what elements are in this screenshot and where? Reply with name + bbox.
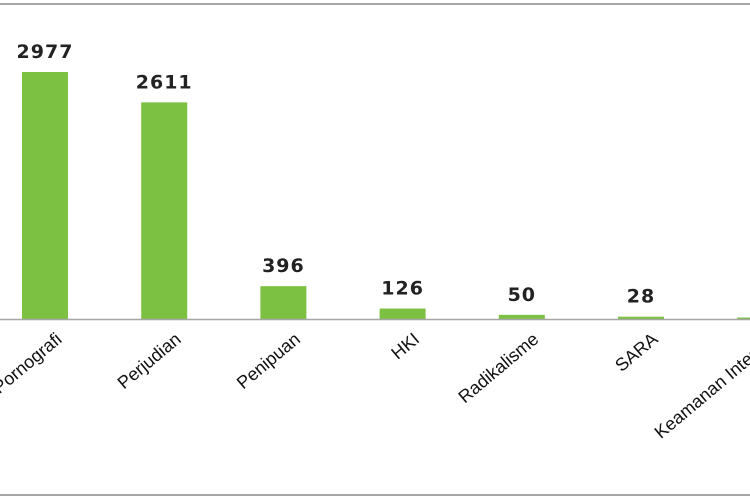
bar-radikalisme (498, 314, 545, 319)
data-label: 126 (381, 278, 424, 300)
bar-pornografi (22, 72, 68, 319)
bars-group (22, 72, 750, 319)
category-label: SARA (611, 329, 661, 376)
category-label: HKI (387, 329, 423, 364)
data-label: 28 (627, 286, 655, 308)
bar-penipuan (260, 286, 307, 319)
labels-group: 2977 Pornografi 2611 Perjudian 396 Penipuan 12… (0, 41, 750, 442)
data-label: 2611 (136, 71, 193, 93)
bar-keamanan-internet (737, 317, 750, 319)
category-label: Penipuan (233, 329, 304, 393)
bar-sara (618, 316, 664, 319)
bar-perjudian (141, 102, 188, 319)
category-label: Perjudian (114, 329, 185, 393)
bar-hki (379, 308, 426, 319)
data-label: 396 (262, 255, 305, 277)
category-label: Radikalisme (454, 329, 542, 407)
category-label: Pornografi (0, 329, 66, 398)
data-label: 50 (508, 284, 536, 306)
data-label: 2977 (17, 41, 74, 63)
category-label: Keamanan Internet (651, 329, 750, 443)
